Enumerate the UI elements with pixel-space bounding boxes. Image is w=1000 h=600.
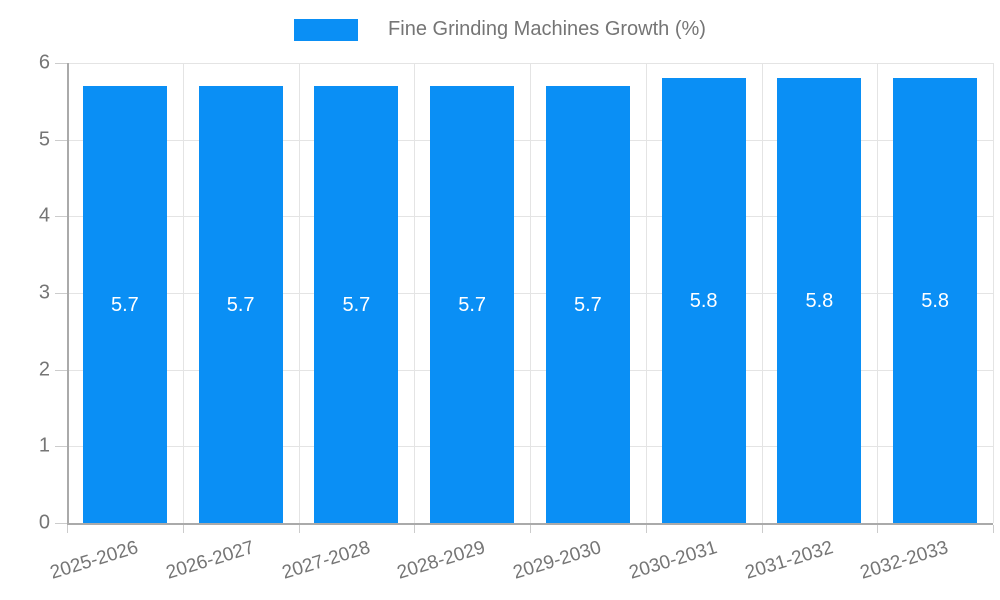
- x-gridline: [298, 63, 300, 523]
- x-gridline: [530, 63, 531, 523]
- x-axis-tick: [67, 525, 68, 533]
- y-axis-tick: [55, 293, 67, 294]
- chart-legend[interactable]: Fine Grinding Machines Growth (%): [0, 18, 1000, 41]
- x-axis-tick: [645, 525, 647, 533]
- y-axis-tick: [55, 139, 67, 141]
- x-axis-label: 2030-2031: [626, 537, 720, 584]
- y-axis-tick: [55, 446, 67, 448]
- bar-2028-2029[interactable]: 5.7: [430, 86, 515, 523]
- x-gridline: [414, 63, 416, 523]
- y-axis-tick: [55, 63, 67, 64]
- bar-value-label: 5.7: [342, 293, 371, 316]
- x-axis-label: 2031-2032: [742, 537, 836, 584]
- y-axis-tick: [55, 523, 67, 524]
- legend-swatch-icon: [294, 18, 359, 41]
- bar-2030-2031[interactable]: 5.8: [661, 78, 746, 523]
- x-axis-tick: [182, 525, 184, 533]
- x-axis-label: 2026-2027: [163, 537, 257, 584]
- x-axis-label: 2027-2028: [279, 537, 373, 584]
- bar-value-label: 5.7: [458, 293, 487, 316]
- x-gridline: [182, 63, 184, 523]
- legend-label: Fine Grinding Machines Growth (%): [388, 18, 706, 40]
- x-axis-tick: [298, 525, 300, 533]
- y-axis-label: 2: [38, 358, 50, 381]
- y-axis-line: [67, 63, 69, 525]
- bar-value-label: 5.7: [110, 293, 139, 316]
- y-axis-label: 5: [38, 128, 50, 151]
- x-gridline: [877, 63, 879, 523]
- x-axis-tick: [414, 525, 416, 533]
- x-axis-tick: [761, 525, 763, 533]
- y-axis-tick: [55, 369, 67, 371]
- bar-value-label: 5.8: [921, 289, 950, 312]
- x-axis-label: 2028-2029: [394, 537, 488, 584]
- x-axis-label: 2025-2026: [47, 537, 141, 584]
- bar-value-label: 5.8: [689, 289, 718, 312]
- y-axis-label: 4: [38, 204, 50, 227]
- y-axis-tick: [55, 216, 67, 218]
- y-axis-label: 1: [38, 434, 50, 457]
- x-gridline: [993, 63, 994, 523]
- bar-2026-2027[interactable]: 5.7: [198, 86, 283, 523]
- x-axis-tick: [530, 525, 531, 533]
- y-axis-label: 0: [38, 511, 50, 534]
- x-axis-label: 2029-2030: [510, 537, 604, 584]
- x-gridline: [645, 63, 647, 523]
- bar-value-label: 5.7: [226, 293, 255, 316]
- x-axis-label: 2032-2033: [857, 537, 951, 584]
- bar-2029-2030[interactable]: 5.7: [545, 86, 630, 523]
- x-axis-tick: [993, 525, 994, 533]
- bar-2027-2028[interactable]: 5.7: [314, 86, 399, 523]
- bar-2032-2033[interactable]: 5.8: [893, 78, 978, 523]
- bar-value-label: 5.8: [805, 289, 834, 312]
- y-axis-label: 3: [38, 281, 50, 304]
- y-axis-label: 6: [38, 51, 50, 74]
- x-gridline: [761, 63, 763, 523]
- bar-2025-2026[interactable]: 5.7: [82, 86, 167, 523]
- bar-value-label: 5.7: [573, 293, 602, 316]
- x-axis-line: [67, 523, 993, 525]
- x-axis-tick: [877, 525, 879, 533]
- bar-2031-2032[interactable]: 5.8: [777, 78, 862, 523]
